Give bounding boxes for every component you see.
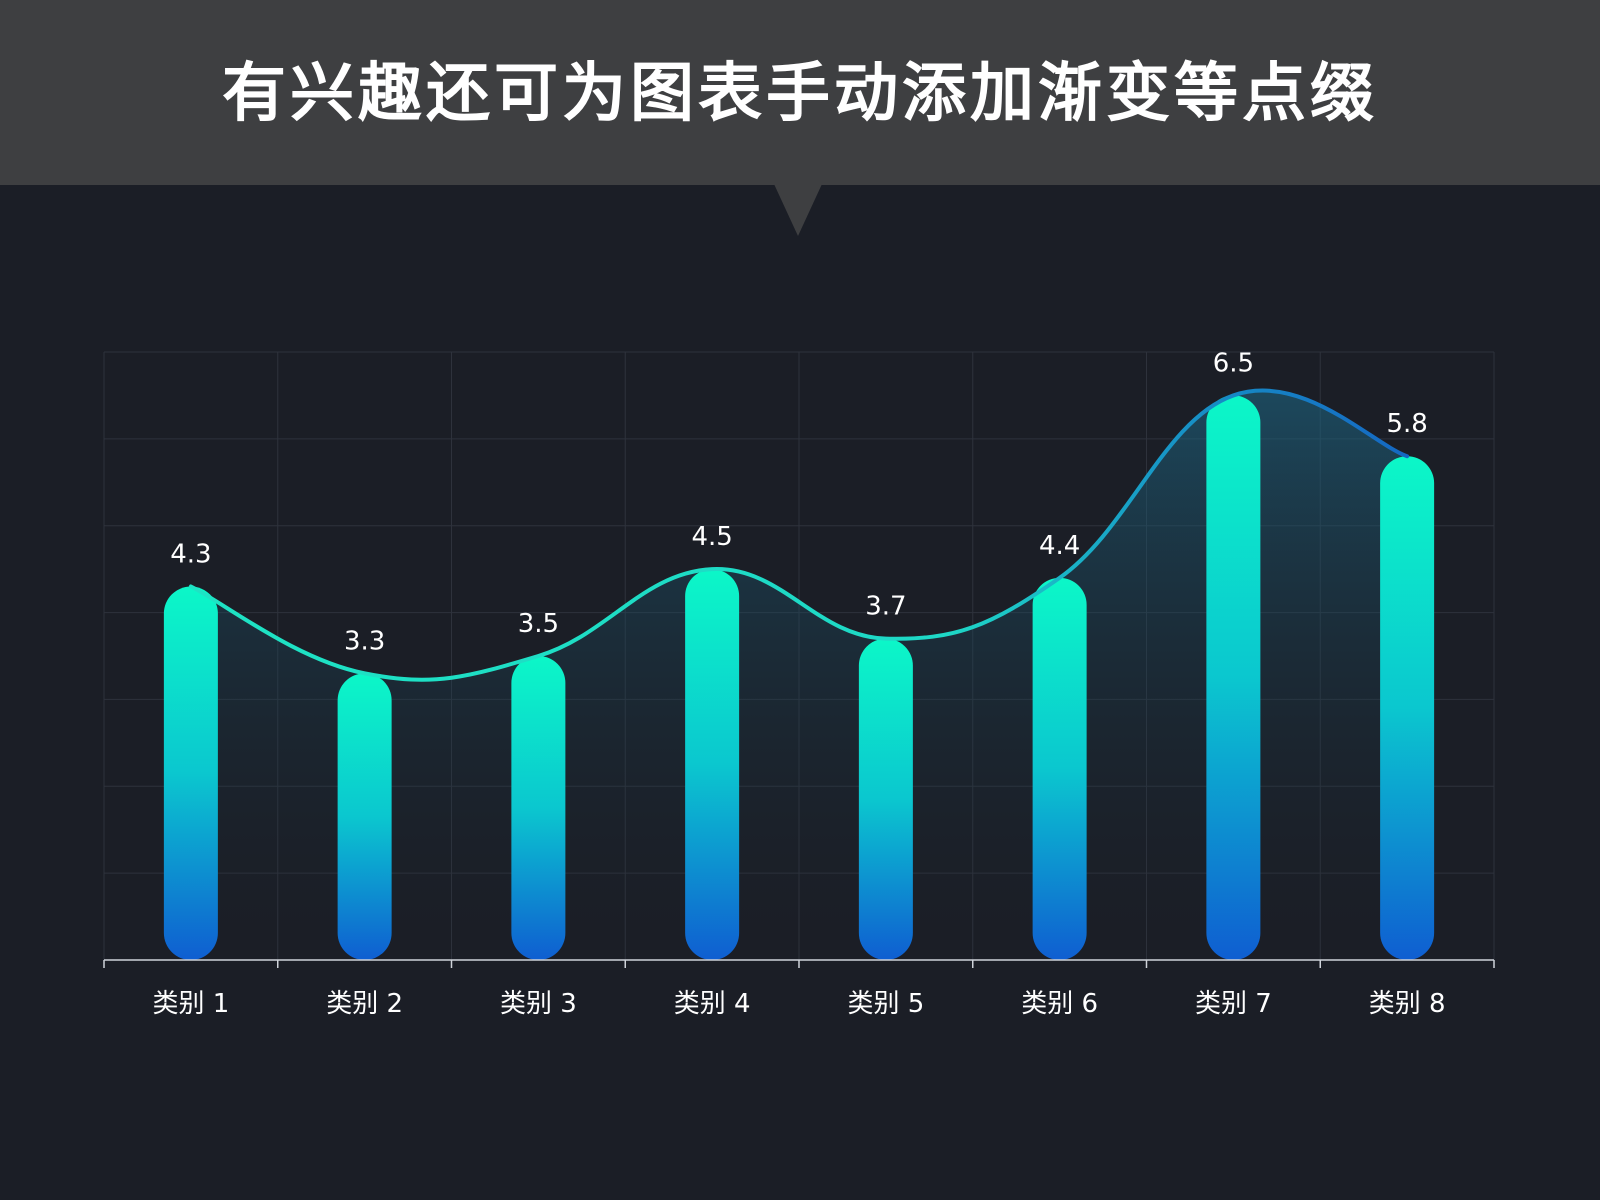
bar-7 bbox=[1206, 395, 1261, 960]
x-tick-label: 类别 8 bbox=[1369, 989, 1446, 1019]
page-title: 有兴趣还可为图表手动添加渐变等点缀 bbox=[222, 57, 1378, 131]
series-area bbox=[190, 390, 1408, 960]
bar-3 bbox=[511, 656, 566, 960]
data-label: 5.8 bbox=[1386, 409, 1427, 439]
bar-8 bbox=[1380, 456, 1435, 960]
data-label: 4.5 bbox=[691, 522, 732, 552]
x-tick-label: 类别 7 bbox=[1195, 989, 1272, 1019]
area-layer bbox=[190, 390, 1408, 960]
x-tick-label: 类别 4 bbox=[674, 989, 751, 1019]
header-banner bbox=[0, 0, 1600, 185]
data-label: 3.5 bbox=[518, 609, 559, 639]
x-tick-label: 类别 1 bbox=[152, 989, 229, 1019]
data-label: 4.4 bbox=[1039, 531, 1080, 561]
series-line bbox=[188, 388, 1410, 682]
data-label: 6.5 bbox=[1213, 348, 1254, 378]
x-axis bbox=[103, 959, 1495, 968]
x-tick-label: 类别 3 bbox=[500, 989, 577, 1019]
line-layer bbox=[188, 388, 1410, 682]
data-label: 3.7 bbox=[865, 592, 906, 622]
bar-2 bbox=[337, 673, 392, 960]
bar-6 bbox=[1032, 577, 1087, 960]
x-tick-label: 类别 5 bbox=[847, 989, 924, 1019]
data-label: 3.3 bbox=[344, 626, 385, 656]
data-label: 4.3 bbox=[170, 540, 211, 570]
bars-group bbox=[163, 395, 1435, 960]
bar-4 bbox=[685, 569, 740, 960]
x-tick-label: 类别 6 bbox=[1021, 989, 1098, 1019]
x-tick-label: 类别 2 bbox=[326, 989, 403, 1019]
header-pointer bbox=[774, 184, 822, 236]
bar-1 bbox=[163, 586, 218, 960]
bar-5 bbox=[858, 638, 913, 960]
labels-group: 类别 1 类别 2 类别 3 类别 4 类别 5 类别 6 类别 7 类别 8 4.3 3.3 3.… bbox=[152, 348, 1445, 1019]
